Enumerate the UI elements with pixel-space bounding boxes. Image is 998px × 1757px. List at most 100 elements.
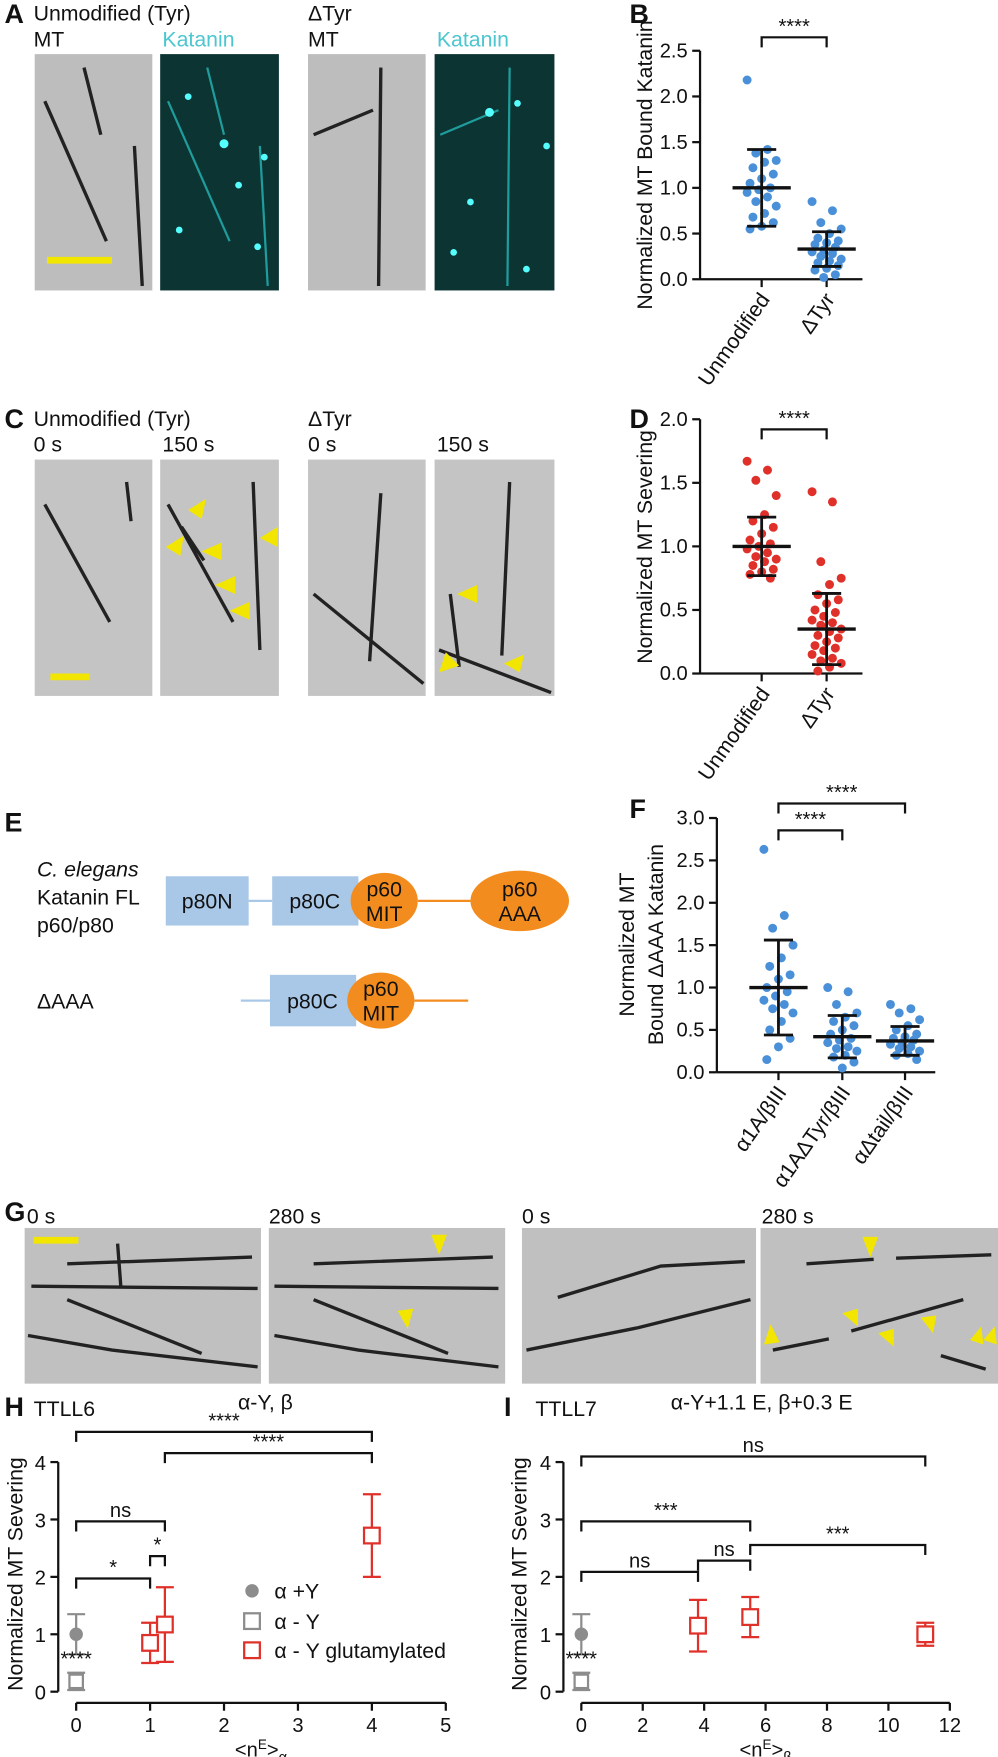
data-point xyxy=(745,178,755,188)
y-tick-label: 0.0 xyxy=(677,1062,705,1084)
data-point xyxy=(819,272,829,282)
data-point xyxy=(906,1042,916,1052)
marker xyxy=(245,1584,259,1598)
y-axis-label: Normalized MT xyxy=(615,872,639,1016)
data-point xyxy=(833,595,843,605)
y-tick-label: 2 xyxy=(540,1568,551,1590)
data-point xyxy=(810,265,820,275)
x-tick-label: 3 xyxy=(292,1715,303,1737)
data-point xyxy=(763,465,772,475)
y-axis-label: Normalized MT Severing xyxy=(3,1457,27,1691)
image-label: 280 s xyxy=(269,1204,321,1228)
data-point xyxy=(823,1038,833,1048)
significance-label: * xyxy=(154,1535,162,1557)
image-label: 0 s xyxy=(308,433,336,457)
x-axis-label-part: E xyxy=(763,1737,772,1752)
legend-label: α +Y xyxy=(274,1580,319,1604)
data-point xyxy=(573,1673,590,1690)
data-point xyxy=(827,206,837,216)
x-axis-label-part: > xyxy=(771,1740,783,1757)
significance-label: ns xyxy=(713,1539,734,1561)
significance-label: ns xyxy=(629,1550,650,1572)
y-tick-label: 1.5 xyxy=(660,473,688,495)
x-tick-label: 0 xyxy=(576,1715,587,1737)
data-point xyxy=(68,1673,85,1690)
chart-title: TTLL6 xyxy=(34,1397,95,1421)
data-point xyxy=(810,641,820,651)
significance-bracket xyxy=(580,1455,927,1467)
image-label: 280 s xyxy=(762,1204,814,1228)
data-point xyxy=(816,656,826,666)
data-point xyxy=(745,535,755,545)
data-point xyxy=(742,456,752,466)
data-point xyxy=(788,940,798,950)
data-point xyxy=(849,1021,859,1031)
y-tick-label: 0.0 xyxy=(660,663,688,685)
panel-letter: D xyxy=(629,404,648,434)
data-point xyxy=(771,155,781,165)
data-point xyxy=(830,270,840,280)
y-tick-label: 0.5 xyxy=(677,1020,705,1042)
image-label: Unmodified (Tyr) xyxy=(34,2,191,26)
x-tick-label: αΔtail/βIII xyxy=(847,1082,918,1169)
significance-bracket xyxy=(749,1543,927,1556)
data-point xyxy=(894,1008,904,1018)
data-point xyxy=(837,1063,847,1073)
y-tick-label: 3 xyxy=(540,1510,551,1532)
significance-label: ns xyxy=(110,1500,131,1522)
x-axis-label-part: α xyxy=(279,1750,287,1757)
y-tick-label: 1.0 xyxy=(677,977,705,999)
y-tick-label: 0.0 xyxy=(660,269,688,291)
data-point xyxy=(748,560,758,570)
construct-label: ΔAAA xyxy=(37,989,95,1013)
data-point xyxy=(849,1057,859,1067)
y-tick-label: 0 xyxy=(35,1683,46,1705)
data-point xyxy=(810,605,820,615)
data-point xyxy=(843,987,853,997)
data-point xyxy=(768,522,778,532)
significance-bracket xyxy=(75,1430,373,1442)
data-point xyxy=(768,169,778,179)
data-point xyxy=(813,258,823,268)
x-tick-label: 2 xyxy=(218,1715,229,1737)
x-tick-label: 4 xyxy=(699,1715,710,1737)
data-point xyxy=(751,475,761,485)
data-point xyxy=(823,983,833,993)
domain-label: p80C xyxy=(287,989,338,1013)
data-point xyxy=(768,923,778,933)
domain-label: p80N xyxy=(182,890,233,914)
x-tick-label: α1A/βIII xyxy=(729,1082,791,1157)
data-point xyxy=(833,633,843,643)
x-tick-label: 12 xyxy=(939,1715,961,1737)
data-point xyxy=(765,961,775,971)
data-point xyxy=(751,148,761,158)
point-annotation: **** xyxy=(60,1649,92,1671)
data-point xyxy=(574,1627,589,1642)
data-point xyxy=(832,999,841,1009)
species-label: C. elegans xyxy=(37,857,139,881)
data-point xyxy=(759,995,769,1005)
data-point xyxy=(810,240,820,250)
data-point xyxy=(832,1044,841,1054)
image-label: Katanin xyxy=(437,27,509,51)
x-tick-label: 5 xyxy=(440,1715,451,1737)
data-point xyxy=(773,1042,783,1052)
significance-bracket xyxy=(75,1520,166,1532)
image-label: 0 s xyxy=(27,1204,55,1228)
y-tick-label: 2.5 xyxy=(677,850,705,872)
data-point xyxy=(742,187,752,197)
image-label: 0 s xyxy=(522,1204,550,1228)
x-axis-label-part: E xyxy=(258,1737,267,1752)
y-tick-label: 0.5 xyxy=(660,600,688,622)
y-tick-label: 2.0 xyxy=(677,892,705,914)
data-point xyxy=(830,643,840,653)
domain-label: MIT xyxy=(363,1002,400,1026)
image-label: MT xyxy=(34,27,65,51)
y-axis-label: Normalized MT Severing xyxy=(507,1457,531,1691)
x-tick-label: 10 xyxy=(877,1715,899,1737)
data-point xyxy=(748,212,758,222)
x-tick-label: 4 xyxy=(366,1715,377,1737)
data-point xyxy=(906,1004,916,1014)
y-tick-label: 1 xyxy=(540,1625,551,1647)
image-label: 150 s xyxy=(437,433,489,457)
